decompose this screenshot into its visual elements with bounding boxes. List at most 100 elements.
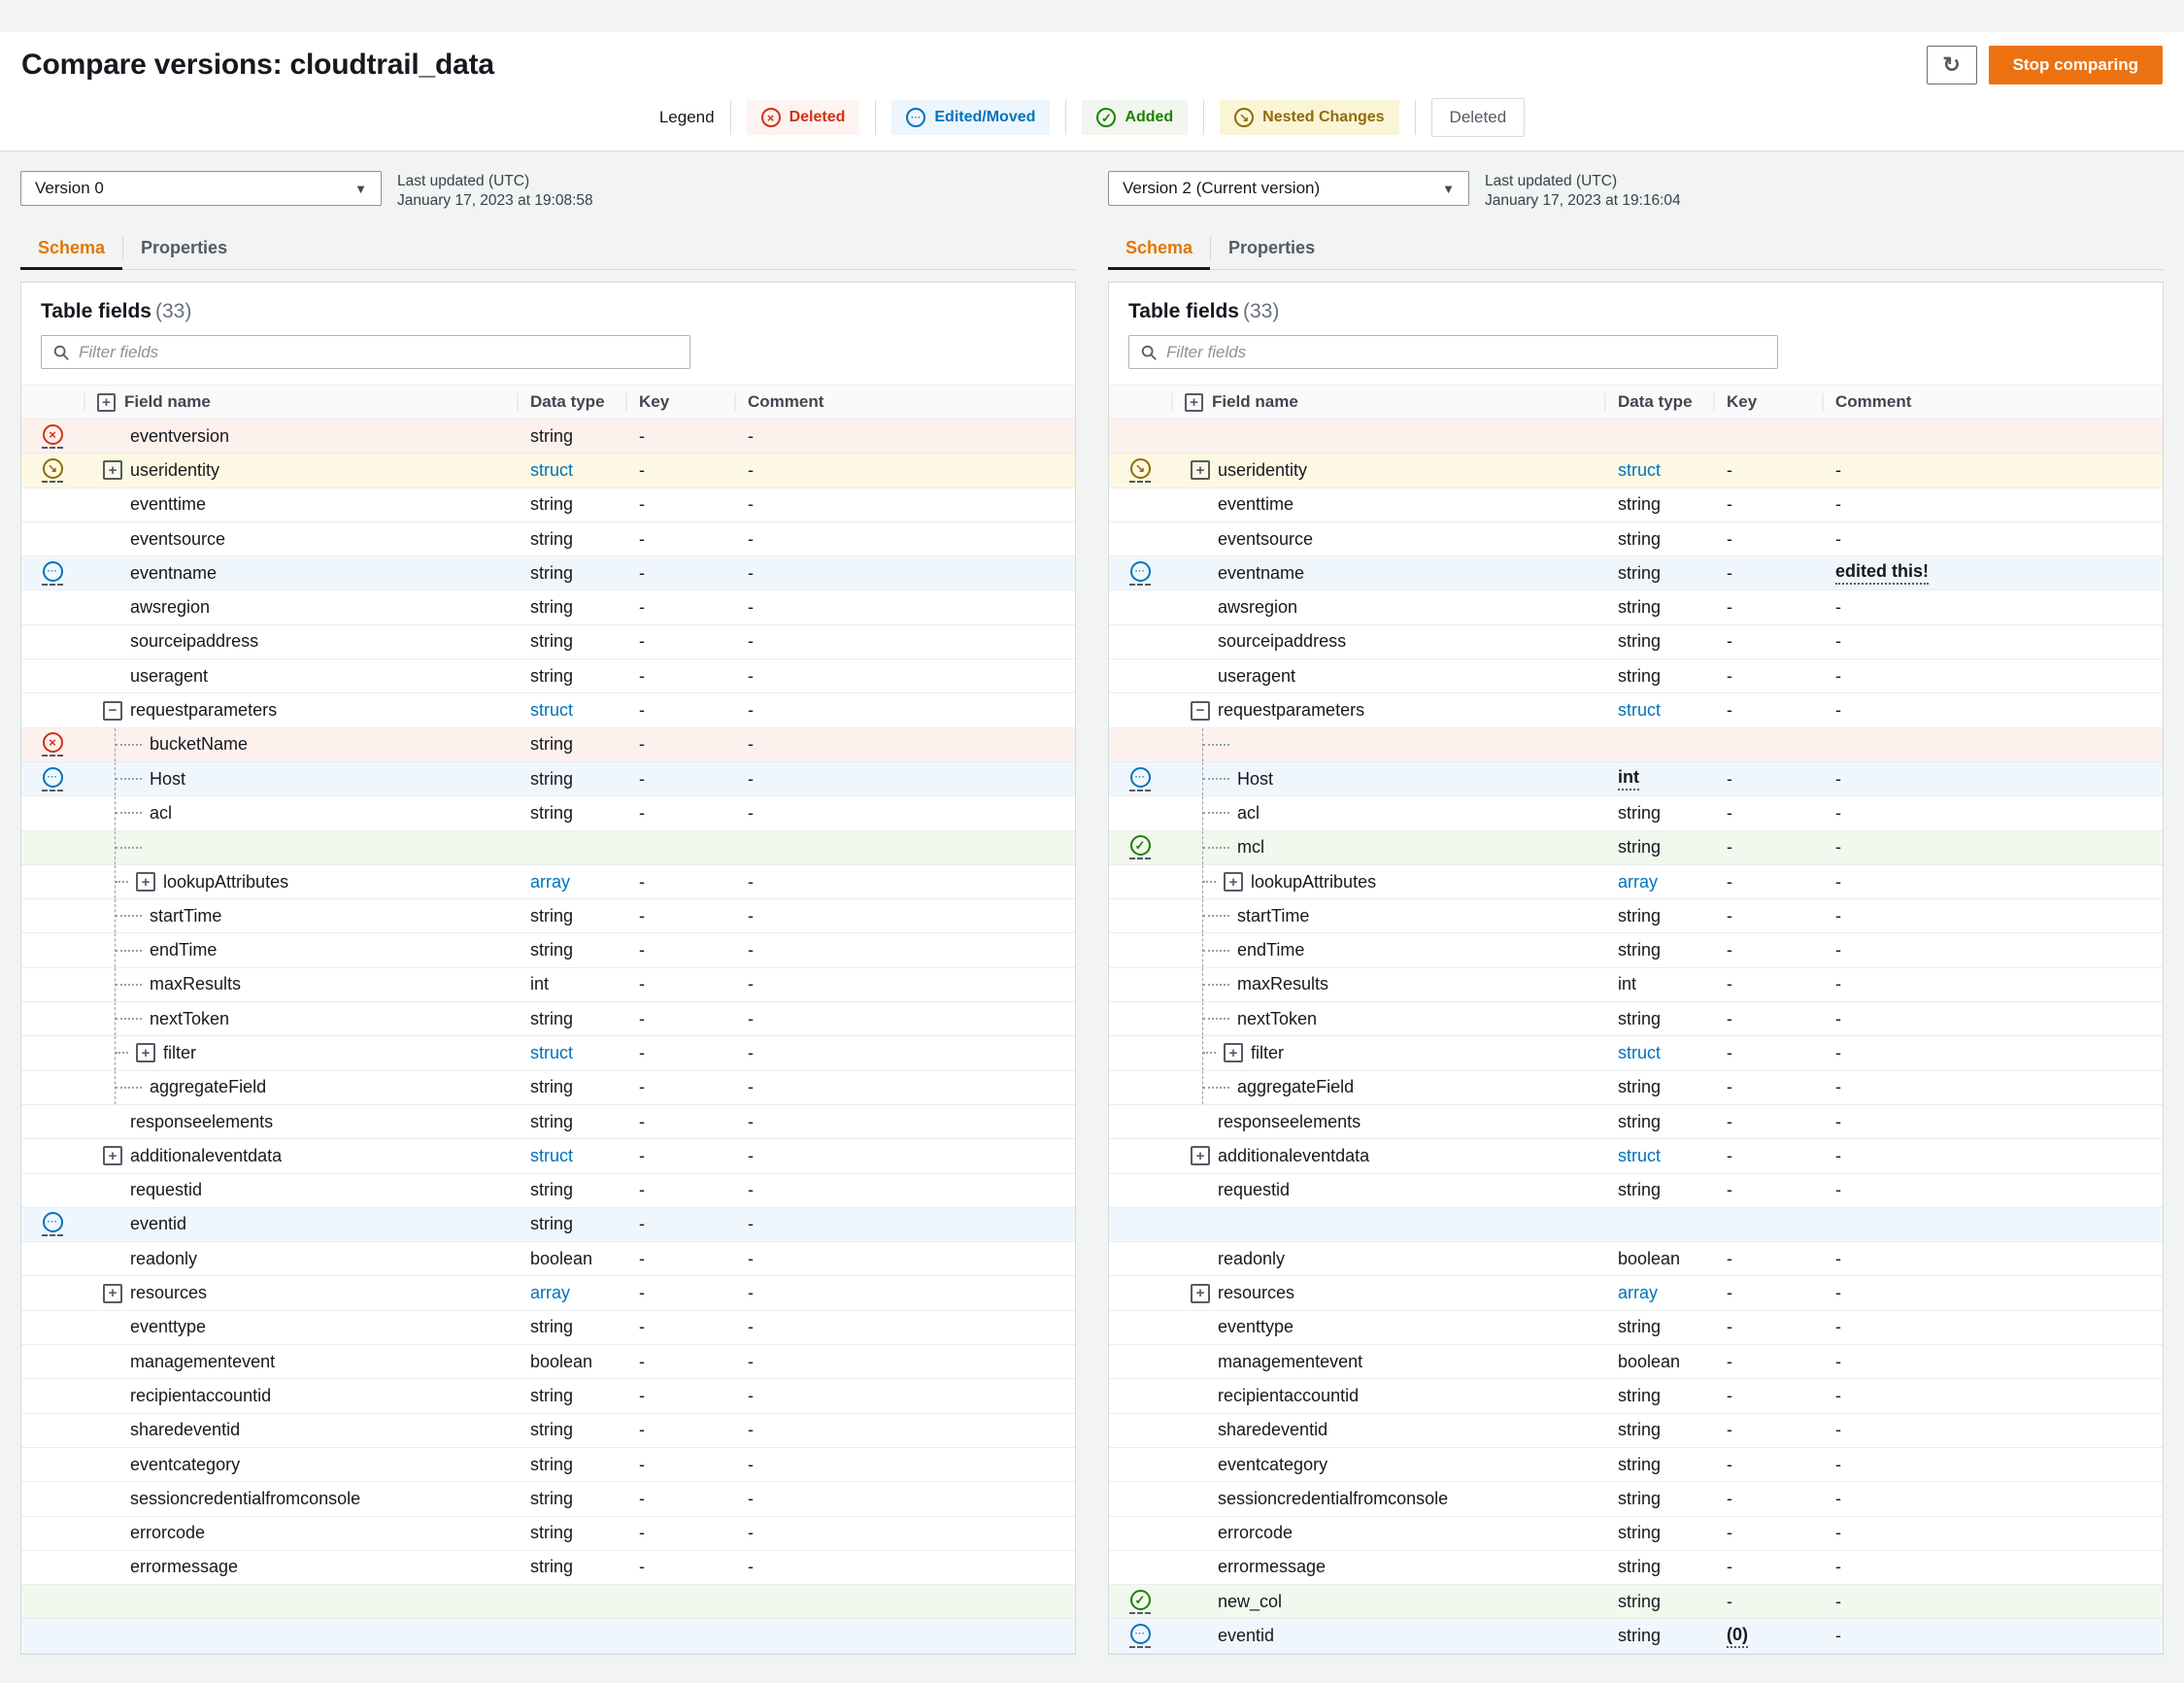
status-cell: ··· bbox=[21, 556, 84, 589]
edited-status-icon[interactable]: ··· bbox=[1129, 560, 1151, 586]
table-row: maxResults int - - bbox=[21, 967, 1075, 1003]
check-circle-icon: ✓ bbox=[1096, 108, 1117, 127]
edited-status-icon[interactable]: ··· bbox=[1129, 1624, 1151, 1649]
added-status-icon[interactable]: ✓ bbox=[1129, 1589, 1151, 1614]
expand-icon[interactable]: + bbox=[1191, 1146, 1210, 1166]
search-icon bbox=[1141, 345, 1157, 360]
table-row: ··· Host int - - bbox=[1109, 761, 2163, 797]
data-type-link[interactable]: struct bbox=[530, 459, 574, 480]
status-cell bbox=[1109, 899, 1171, 932]
nested-changes-status-icon[interactable]: ↘ bbox=[42, 457, 63, 483]
key-cell: - bbox=[625, 1414, 734, 1447]
key-value: - bbox=[639, 1420, 645, 1440]
data-type-link[interactable]: struct bbox=[1618, 1145, 1662, 1165]
expand-icon[interactable]: + bbox=[1224, 872, 1243, 892]
version-select-value: Version 2 (Current version) bbox=[1123, 179, 1321, 197]
expand-all-icon[interactable]: + bbox=[97, 392, 116, 412]
deleted-circle-icon: × bbox=[42, 732, 63, 754]
field-name-cell: startTime bbox=[84, 899, 517, 933]
expand-icon[interactable]: + bbox=[1191, 1283, 1210, 1303]
edited-status-icon[interactable]: ··· bbox=[42, 766, 63, 791]
data-type-link[interactable]: array bbox=[1618, 871, 1659, 892]
status-cell bbox=[1109, 1482, 1171, 1515]
tab-schema[interactable]: Schema bbox=[20, 234, 123, 270]
status-cell bbox=[1109, 796, 1171, 829]
deleted-status-icon[interactable]: × bbox=[42, 732, 63, 757]
expand-icon[interactable]: + bbox=[103, 1283, 122, 1303]
deleted-toggle-button[interactable]: Deleted bbox=[1430, 98, 1526, 137]
status-cell bbox=[21, 831, 84, 864]
expand-icon[interactable]: + bbox=[103, 1146, 122, 1166]
deleted-status-icon[interactable]: × bbox=[42, 423, 63, 449]
key-cell: - bbox=[625, 693, 734, 726]
data-type-link[interactable]: struct bbox=[1618, 700, 1662, 721]
version-select[interactable]: Version 0 ▼ bbox=[20, 171, 382, 206]
filter-fields-input[interactable] bbox=[79, 342, 679, 362]
edited-status-icon[interactable]: ··· bbox=[1129, 766, 1151, 791]
data-type-link[interactable]: array bbox=[530, 1283, 571, 1303]
tree-connector bbox=[1203, 1086, 1229, 1089]
status-cell bbox=[21, 1242, 84, 1275]
data-type-link[interactable]: struct bbox=[1618, 459, 1662, 480]
key-value: - bbox=[639, 905, 645, 926]
key-cell: - bbox=[1713, 1551, 1822, 1584]
data-type-link[interactable]: struct bbox=[530, 1042, 574, 1062]
field-name-cell: awsregion bbox=[1171, 590, 1604, 623]
field-name-cell: eventcategory bbox=[1171, 1448, 1604, 1481]
tab-bar: Schema Properties bbox=[20, 234, 1076, 270]
comment-cell: - bbox=[734, 762, 1075, 795]
field-name-cell: aggregateField bbox=[1171, 1070, 1604, 1104]
expand-icon[interactable]: + bbox=[136, 872, 155, 892]
table-row: × eventversion string - - bbox=[21, 420, 1075, 454]
comment-value: - bbox=[748, 459, 754, 480]
expand-icon[interactable]: + bbox=[103, 460, 122, 481]
key-cell: - bbox=[625, 762, 734, 795]
data-type-link[interactable]: struct bbox=[530, 700, 574, 721]
data-type-cell: array bbox=[517, 865, 625, 898]
key-column-header: Key bbox=[1713, 386, 1822, 419]
filter-fields-input[interactable] bbox=[1166, 342, 1766, 362]
expand-icon[interactable]: + bbox=[1191, 460, 1210, 481]
edited-circle-icon: ··· bbox=[1129, 1624, 1151, 1645]
field-name: eventid bbox=[130, 1214, 187, 1234]
collapse-icon[interactable]: − bbox=[103, 700, 122, 721]
edited-status-icon[interactable]: ··· bbox=[42, 1212, 63, 1237]
data-type-cell: struct bbox=[1604, 1036, 1713, 1069]
last-updated-label: Last updated (UTC) bbox=[397, 173, 530, 189]
stop-comparing-button[interactable]: Stop comparing bbox=[1988, 46, 2163, 84]
key-cell: - bbox=[625, 590, 734, 623]
field-name: sourceipaddress bbox=[1218, 631, 1347, 652]
data-type-link[interactable]: struct bbox=[530, 1145, 574, 1165]
data-type-cell: string bbox=[1604, 522, 1713, 555]
added-status-icon[interactable]: ✓ bbox=[1129, 835, 1151, 860]
tree-connector bbox=[1203, 846, 1229, 849]
comment-cell: - bbox=[734, 1379, 1075, 1412]
data-type: string bbox=[530, 425, 574, 446]
comment-cell: - bbox=[734, 454, 1075, 487]
page-top-margin bbox=[0, 0, 2184, 32]
data-type-link[interactable]: array bbox=[530, 871, 571, 892]
data-type: string bbox=[1618, 1385, 1662, 1405]
edited-status-icon[interactable]: ··· bbox=[42, 560, 63, 586]
data-type-link[interactable]: struct bbox=[1618, 1042, 1662, 1062]
comment-value: - bbox=[748, 768, 754, 789]
collapse-icon[interactable]: − bbox=[1191, 700, 1210, 721]
expand-icon[interactable]: + bbox=[1224, 1043, 1243, 1063]
comment-value: - bbox=[1835, 1626, 1841, 1646]
field-name-cell: mcl bbox=[1171, 830, 1604, 864]
tab-properties[interactable]: Properties bbox=[141, 238, 228, 257]
data-type-link[interactable]: array bbox=[1618, 1283, 1659, 1303]
refresh-button[interactable]: ↻ bbox=[1926, 46, 1977, 84]
comment-column-header: Comment bbox=[1822, 386, 2163, 419]
version-select[interactable]: Version 2 (Current version) ▼ bbox=[1108, 171, 1469, 206]
tab-properties[interactable]: Properties bbox=[1228, 238, 1316, 257]
expand-all-icon[interactable]: + bbox=[1185, 392, 1203, 412]
nested-changes-status-icon[interactable]: ↘ bbox=[1129, 457, 1151, 483]
tab-schema[interactable]: Schema bbox=[1108, 234, 1211, 270]
field-name: errormessage bbox=[1218, 1557, 1327, 1577]
data-type: boolean bbox=[530, 1351, 593, 1371]
key-value: - bbox=[1727, 1454, 1732, 1474]
expand-icon[interactable]: + bbox=[136, 1043, 155, 1063]
key-cell: - bbox=[1713, 1585, 1822, 1618]
comment-value: - bbox=[748, 1111, 754, 1131]
